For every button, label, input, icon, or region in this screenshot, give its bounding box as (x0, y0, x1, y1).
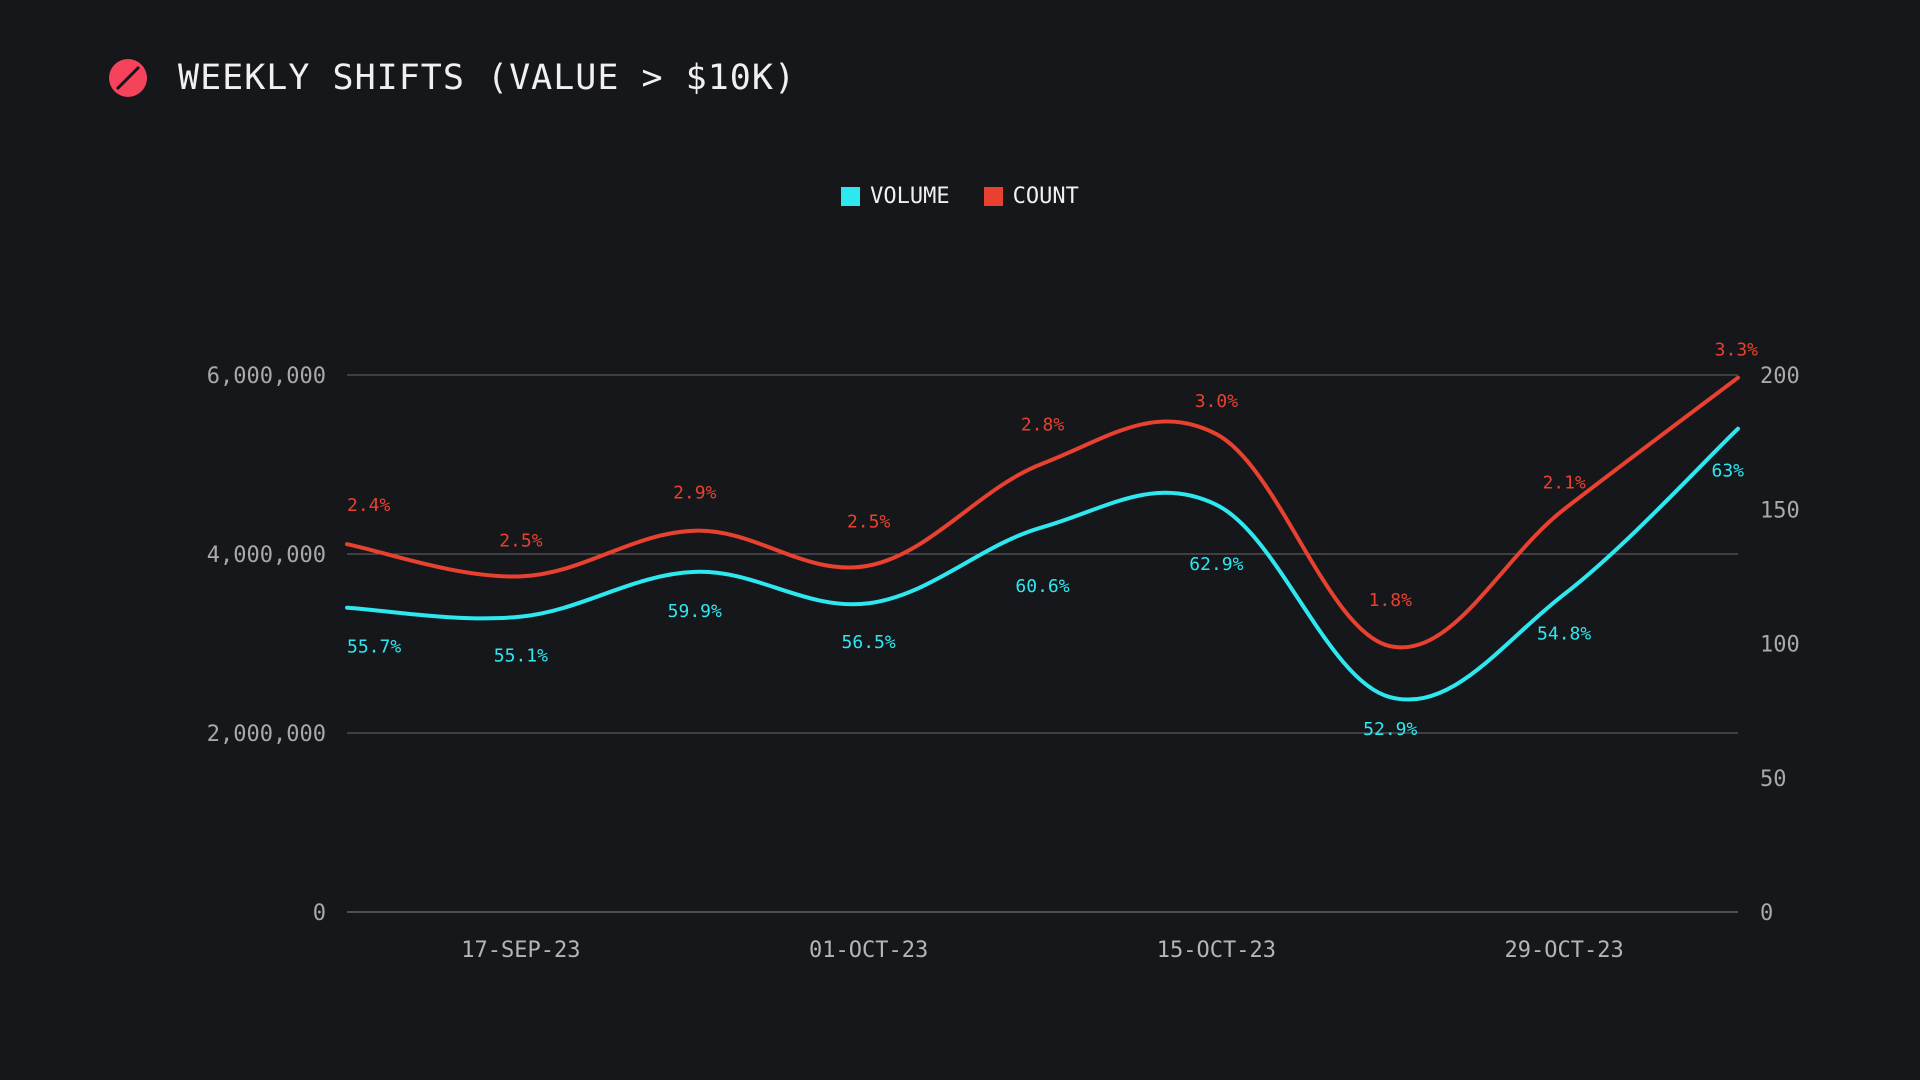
y-left-tick-label: 6,000,000 (207, 364, 326, 389)
y-left-tick-label: 0 (313, 901, 326, 926)
slashed-circle-icon (109, 59, 147, 97)
data-label-volume: 62.9% (1189, 554, 1243, 575)
x-tick-label: 17-SEP-23 (461, 938, 580, 963)
legend-label-count: COUNT (1012, 184, 1079, 209)
data-label-volume: 55.1% (494, 646, 548, 667)
x-tick-label: 15-OCT-23 (1157, 938, 1276, 963)
y-right-tick-label: 150 (1760, 498, 1800, 523)
data-label-volume: 55.7% (347, 637, 401, 658)
series-line-volume (345, 426, 1740, 702)
y-right-tick-label: 50 (1760, 767, 1787, 792)
chart-title: WEEKLY SHIFTS (VALUE > $10K) (178, 58, 797, 98)
y-left-tick-label: 2,000,000 (207, 722, 326, 747)
chart-header: WEEKLY SHIFTS (VALUE > $10K) (108, 56, 796, 100)
data-label-count: 2.1% (1542, 472, 1586, 493)
data-label-volume: 63% (1711, 461, 1744, 482)
data-label-volume: 56.5% (842, 632, 896, 653)
legend-swatch-count (983, 187, 1003, 206)
data-label-count: 3.3% (1715, 340, 1759, 361)
legend-label-volume: VOLUME (870, 184, 950, 209)
data-label-count: 3.0% (1195, 391, 1239, 412)
data-label-count: 2.8% (1021, 415, 1065, 436)
data-label-volume: 52.9% (1363, 719, 1417, 740)
data-label-count: 1.8% (1369, 590, 1413, 611)
data-label-volume: 60.6% (1015, 576, 1069, 597)
legend-item-volume[interactable]: VOLUME (841, 184, 950, 209)
legend-swatch-volume (841, 187, 861, 206)
legend-item-count[interactable]: COUNT (983, 184, 1079, 209)
series-line-count (345, 375, 1740, 650)
x-tick-label: 01-OCT-23 (809, 938, 928, 963)
y-right-tick-label: 100 (1760, 633, 1800, 658)
data-label-count: 2.9% (673, 483, 717, 504)
data-label-volume: 54.8% (1537, 623, 1591, 644)
data-label-count: 2.5% (847, 512, 891, 533)
y-right-tick-label: 0 (1760, 901, 1773, 926)
chart-legend: VOLUME COUNT (0, 184, 1920, 209)
data-label-count: 2.4% (347, 495, 391, 516)
x-tick-label: 29-OCT-23 (1505, 938, 1624, 963)
data-label-count: 2.5% (499, 530, 543, 551)
data-label-volume: 59.9% (668, 601, 722, 622)
y-left-tick-label: 4,000,000 (207, 543, 326, 568)
y-right-tick-label: 200 (1760, 364, 1800, 389)
